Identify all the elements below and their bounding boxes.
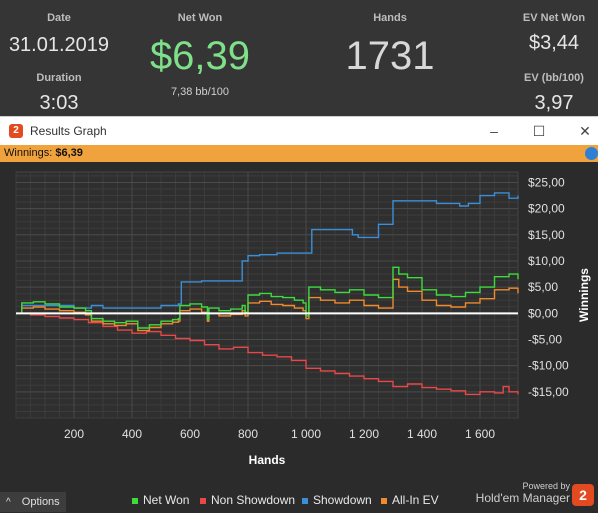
globe-icon[interactable] [585, 147, 598, 160]
legend-label: Showdown [313, 493, 372, 507]
net-won-label: Net Won [177, 12, 223, 24]
close-button[interactable]: ✕ [579, 123, 591, 139]
hm2-app-icon: 2 [9, 124, 23, 138]
net-won-value: $6,39 [149, 34, 251, 78]
legend-swatch [302, 497, 308, 504]
legend-label: Non Showdown [211, 493, 296, 507]
brand: Powered by Hold'em Manager [476, 481, 570, 505]
chevron-up-icon: ^ [6, 497, 11, 508]
series-line-showdown[interactable] [16, 192, 519, 314]
duration-label: Duration [36, 72, 82, 84]
minimize-button[interactable]: – [490, 123, 498, 139]
y-tick-label: $10,00 [528, 254, 565, 268]
x-tick-label: 600 [180, 427, 200, 441]
brand-name: Hold'em Manager [475, 491, 570, 505]
results-graph[interactable]: $25,00 $20,00 $15,00 $10,00 $5,00 $0,00 -$5,00… [0, 162, 598, 488]
bottom-bar: ^ Options Net Won Non Showdown Showdown … [0, 481, 598, 512]
ev-net-won-value: $3,44 [528, 32, 580, 54]
legend-net-won[interactable]: Net Won [132, 493, 189, 507]
net-won-bb100: 7,38 bb/100 [170, 86, 230, 98]
legend-swatch [200, 497, 206, 504]
hands-value: 1731 [345, 34, 435, 78]
x-axis-label: Hands [249, 453, 286, 467]
x-tick-label: 200 [64, 427, 84, 441]
winnings-value: $6,39 [55, 147, 83, 159]
legend-swatch [132, 497, 138, 504]
ev-bb100-label: EV (bb/100) [524, 72, 584, 84]
window-title: Results Graph [30, 124, 107, 138]
date-label: Date [47, 12, 71, 24]
y-tick-label: $15,00 [528, 228, 565, 242]
legend-label: All-In EV [392, 493, 439, 507]
x-tick-label: 400 [122, 427, 142, 441]
x-tick-label: 1 400 [407, 427, 437, 441]
series-line-net-won[interactable] [16, 266, 519, 329]
legend-all-in-ev[interactable]: All-In EV [381, 493, 439, 507]
options-button[interactable]: ^ Options [0, 492, 66, 512]
y-tick-label: $5,00 [528, 280, 558, 294]
x-tick-label: 1 600 [465, 427, 495, 441]
ev-net-won-label: EV Net Won [522, 12, 586, 24]
legend-showdown[interactable]: Showdown [302, 493, 372, 507]
ev-bb100-value: 3,97 [534, 92, 574, 114]
plot-area [15, 171, 519, 419]
y-axis-label: Winnings [577, 268, 591, 322]
series-line-non-showdown[interactable] [16, 312, 519, 396]
stats-panel: Date 31.01.2019 Duration 3:03 Net Won $6… [0, 0, 598, 116]
hm2-logo-icon: 2 [572, 484, 594, 506]
legend-non-showdown[interactable]: Non Showdown [200, 493, 295, 507]
x-tick-label: 1 200 [349, 427, 379, 441]
y-tick-label: -$5,00 [528, 332, 562, 346]
y-tick-label: -$10,00 [528, 359, 569, 373]
hands-label: Hands [373, 12, 407, 24]
date-value: 31.01.2019 [8, 34, 110, 56]
legend-label: Net Won [143, 493, 190, 507]
winnings-label: Winnings: [4, 147, 53, 159]
y-tick-label: -$15,00 [528, 385, 569, 399]
winnings-bar: Winnings: $6,39 [0, 145, 598, 162]
maximize-button[interactable]: ☐ [532, 123, 546, 139]
legend-swatch [381, 497, 387, 504]
y-tick-label: $20,00 [528, 202, 565, 216]
duration-value: 3:03 [39, 92, 79, 114]
x-tick-label: 1 000 [291, 427, 321, 441]
y-tick-label: $25,00 [528, 175, 565, 189]
options-label: Options [21, 496, 60, 508]
x-tick-label: 800 [238, 427, 258, 441]
y-tick-label: $0,00 [528, 306, 558, 320]
series-line-all-in-ev[interactable] [16, 278, 519, 332]
window-titlebar[interactable]: 2 Results Graph – ☐ ✕ [0, 116, 598, 146]
powered-by: Powered by [522, 481, 570, 491]
